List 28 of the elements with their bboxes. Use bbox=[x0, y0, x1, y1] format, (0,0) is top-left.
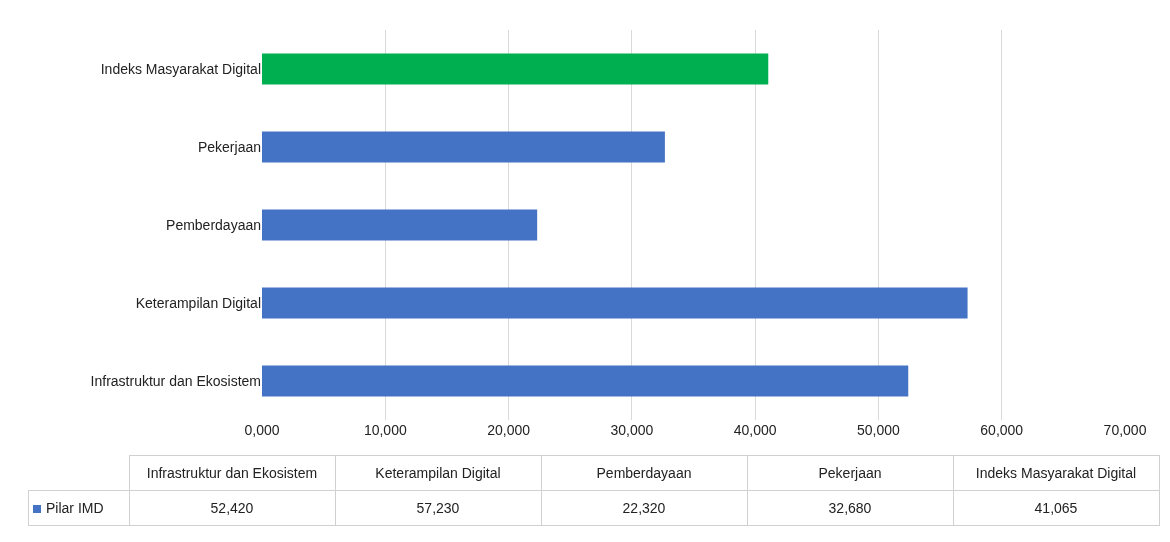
bar bbox=[262, 53, 769, 85]
data-label: 57,230 bbox=[335, 490, 541, 526]
x-tick-label: 0,000 bbox=[244, 422, 280, 438]
data-label: 52,420 bbox=[129, 490, 335, 526]
y-tick-label: Pekerjaan bbox=[197, 138, 261, 155]
y-tick-label: Indeks Masyarakat Digital bbox=[100, 60, 261, 77]
legend-label: Pilar IMD bbox=[28, 490, 129, 526]
bar bbox=[262, 131, 665, 163]
category-label: Pekerjaan bbox=[747, 455, 953, 491]
data-label: 41,065 bbox=[953, 490, 1159, 526]
x-tick-label: 30,000 bbox=[610, 422, 654, 438]
category-label: Keterampilan Digital bbox=[335, 455, 541, 491]
x-tick-label: 40,000 bbox=[733, 422, 777, 438]
bar bbox=[262, 209, 538, 241]
x-tick-label: 10,000 bbox=[363, 422, 407, 438]
x-tick-label: 70,000 bbox=[1103, 422, 1147, 438]
data-label: 32,680 bbox=[747, 490, 953, 526]
y-tick-label: Pemberdayaan bbox=[166, 216, 261, 233]
x-tick-label: 50,000 bbox=[857, 422, 901, 438]
bar bbox=[262, 287, 968, 319]
y-tick-label: Keterampilan Digital bbox=[135, 294, 261, 311]
category-label: Indeks Masyarakat Digital bbox=[953, 455, 1159, 491]
data-label: 22,320 bbox=[541, 490, 747, 526]
category-label: Pemberdayaan bbox=[541, 455, 747, 491]
x-tick-label: 60,000 bbox=[980, 422, 1024, 438]
y-tick-label: Infrastruktur dan Ekosistem bbox=[90, 372, 261, 389]
bar bbox=[262, 365, 909, 397]
x-tick-label: 20,000 bbox=[487, 422, 531, 438]
